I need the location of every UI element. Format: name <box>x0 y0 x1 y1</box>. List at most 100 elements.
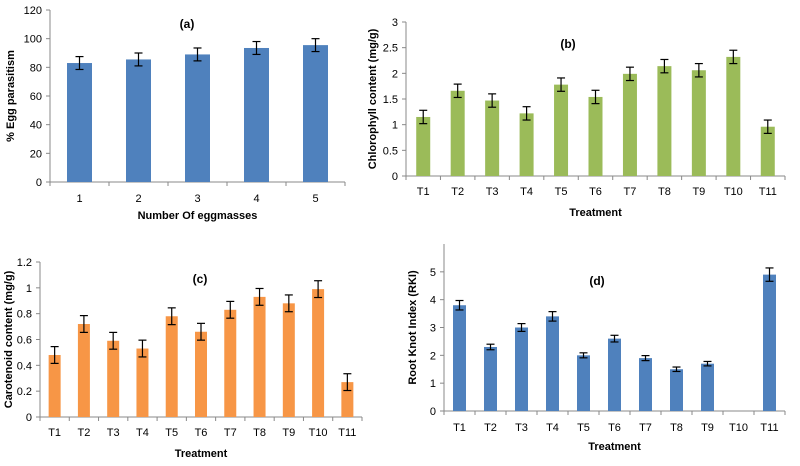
bar <box>416 116 431 176</box>
bar <box>136 348 149 417</box>
x-tick-label: T2 <box>451 186 464 198</box>
x-axis-title: Number Of eggmasses <box>138 210 258 222</box>
x-tick-label: T7 <box>224 427 237 439</box>
y-axis-title: Carotenoid content (mg/g) <box>3 270 15 408</box>
bar <box>670 369 683 411</box>
x-tick-label: T9 <box>701 422 714 434</box>
x-axis-title: Treatment <box>588 441 641 453</box>
x-tick-label: T5 <box>577 422 590 434</box>
bar <box>224 309 237 417</box>
bar <box>126 59 151 183</box>
x-tick-label: T7 <box>624 186 637 198</box>
bar <box>546 316 559 411</box>
y-tick-label: 0 <box>26 412 32 424</box>
x-tick-label: T8 <box>253 427 266 439</box>
y-tick-label: 0.2 <box>17 386 32 398</box>
x-axis-title: Treatment <box>175 448 228 460</box>
x-tick-label: 5 <box>312 193 318 205</box>
y-tick-label: 5 <box>430 267 436 279</box>
y-tick-label: 60 <box>30 91 42 103</box>
x-tick-label: T1 <box>453 422 466 434</box>
y-tick-label: 3 <box>392 17 398 29</box>
x-tick-label: T5 <box>555 186 568 198</box>
x-tick-label: T3 <box>515 422 528 434</box>
x-tick-label: 4 <box>253 193 259 205</box>
x-axis-title: Treatment <box>569 207 622 219</box>
bar <box>726 56 741 177</box>
x-tick-label: T6 <box>589 186 602 198</box>
bar <box>312 289 325 417</box>
y-tick-label: 0.8 <box>17 309 32 321</box>
x-tick-label: T6 <box>608 422 621 434</box>
bar <box>77 324 90 417</box>
chart-panel-d: 0 1 2 3 4 5 T1 T2 T3 T4 T5 T6 T7 T8 T9 T10 T11 Treatment R… <box>407 244 786 453</box>
x-tick-label: T2 <box>484 422 497 434</box>
bar <box>165 316 178 417</box>
chart-panel-b: 0 0.5 1 1.5 2 2.5 3 T1 T2 T3 T4 T5 T6 T7 T8 T9 T10 T11 Tre… <box>367 17 786 219</box>
y-tick-label: 1 <box>26 283 32 295</box>
y-tick-label: 0.6 <box>17 335 32 347</box>
bar <box>515 327 528 411</box>
y-tick-label: 0 <box>36 177 42 189</box>
bar <box>303 45 328 182</box>
bar <box>453 305 466 411</box>
y-tick-label: 20 <box>30 148 42 160</box>
x-tick-label: T4 <box>136 427 149 439</box>
x-tick-label: 3 <box>194 193 200 205</box>
bar <box>701 363 714 411</box>
bar <box>107 340 120 417</box>
x-tick-label: T10 <box>309 427 328 439</box>
bar <box>577 355 590 411</box>
y-tick-label: 4 <box>430 295 436 307</box>
bar <box>760 126 775 176</box>
bar <box>588 96 603 176</box>
x-tick-label: T10 <box>724 186 743 198</box>
y-axis-title: % Egg parasitism <box>5 50 17 142</box>
bar <box>608 338 621 411</box>
x-tick-label: T2 <box>77 427 90 439</box>
y-axis-title: Chlorophyll content (mg/g) <box>367 28 379 169</box>
x-tick-label: T7 <box>639 422 652 434</box>
x-tick-label: T3 <box>486 186 499 198</box>
y-tick-label: 40 <box>30 120 42 132</box>
x-tick-label: T11 <box>760 422 778 434</box>
bar <box>48 355 61 417</box>
x-tick-label: T8 <box>670 422 683 434</box>
y-tick-label: 0 <box>392 171 398 183</box>
x-tick-label: T11 <box>759 186 777 198</box>
x-tick-label: T5 <box>165 427 178 439</box>
x-tick-label: T9 <box>282 427 295 439</box>
y-axis-title: Root Knot Index (RKI) <box>407 270 419 385</box>
y-tick-label: 1 <box>430 378 436 390</box>
bar <box>622 73 637 176</box>
bar <box>67 63 92 182</box>
bar <box>282 303 295 417</box>
y-tick-label: 120 <box>24 5 42 17</box>
bar <box>763 274 776 411</box>
chart-panel-a: 0 20 40 60 80 100 120 1 2 3 4 5 Number Of eggmasses%… <box>5 5 346 222</box>
bar <box>450 90 465 176</box>
y-tick-label: 100 <box>24 34 42 46</box>
bar <box>185 54 210 182</box>
x-tick-label: T1 <box>417 186 430 198</box>
bar <box>244 47 269 182</box>
panel-label: (b) <box>560 37 575 51</box>
y-tick-label: 1.5 <box>383 94 398 106</box>
y-tick-label: 2 <box>430 350 436 362</box>
bar <box>485 100 500 176</box>
y-tick-label: 1 <box>392 120 398 132</box>
bar <box>657 66 672 176</box>
x-tick-label: T1 <box>48 427 61 439</box>
x-tick-label: T6 <box>195 427 208 439</box>
chart-panel-c: 0 0.2 0.4 0.6 0.8 1 1.2 T1 T2 T3 T4 T5 T6 T7 T8 T9 T10 T1… <box>3 257 363 460</box>
bar <box>691 70 706 176</box>
x-tick-label: 2 <box>135 193 141 205</box>
x-tick-label: 1 <box>76 193 82 205</box>
panel-label: (c) <box>193 272 208 286</box>
y-tick-label: 3 <box>430 323 436 335</box>
y-tick-label: 1.2 <box>17 257 32 269</box>
y-tick-label: 2.5 <box>383 43 398 55</box>
panel-label: (a) <box>180 17 195 31</box>
